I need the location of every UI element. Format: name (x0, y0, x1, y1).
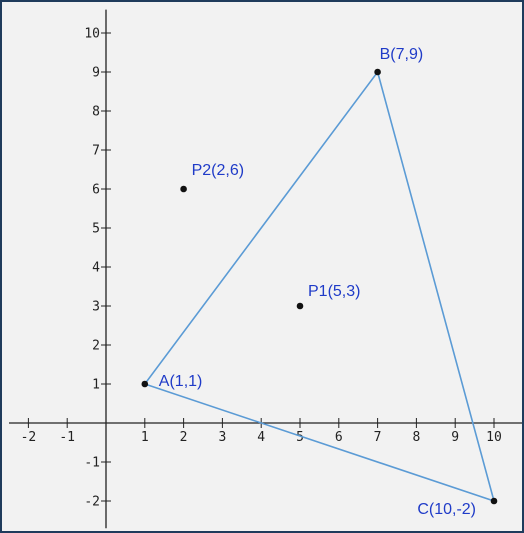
point-label: P1(5,3) (308, 283, 360, 300)
x-tick-label: 6 (335, 430, 343, 445)
y-tick-label: 7 (92, 144, 100, 159)
y-tick-label: -1 (84, 456, 100, 471)
triangle-edges (143, 70, 496, 503)
y-tick-label: 9 (92, 66, 100, 81)
x-tick-label: -1 (59, 430, 75, 445)
point-label: B(7,9) (380, 46, 424, 63)
point-marker (490, 497, 498, 505)
point-marker (374, 68, 381, 76)
y-tick-label: 4 (92, 261, 100, 276)
y-tick-label: -2 (84, 495, 100, 510)
y-tick-label: 8 (92, 105, 100, 120)
triangle-abc (143, 70, 496, 503)
x-tick-label: 1 (141, 430, 149, 445)
y-tick-label: 2 (92, 339, 100, 354)
point-label: C(10,-2) (417, 501, 476, 518)
point-label: A(1,1) (159, 373, 203, 390)
y-tick-label: 1 (92, 378, 100, 393)
y-tick-label: 3 (92, 300, 100, 315)
x-tick-label: 9 (451, 430, 459, 445)
x-tick-label: 8 (412, 430, 420, 445)
point-label: P2(2,6) (192, 162, 244, 179)
x-tick-label: -2 (21, 430, 37, 445)
axis-ticks: -2 -1 1 2 3 4 5 6 7 8 9 10 10 9 8 7 6 5 4 3 2 1 -1 -2 (21, 27, 502, 510)
y-tick-label: 6 (92, 183, 100, 198)
x-tick-label: 3 (218, 430, 226, 445)
x-tick-label: 4 (257, 430, 265, 445)
x-tick-label: 2 (180, 430, 188, 445)
x-tick-label: 7 (374, 430, 382, 445)
axes (9, 9, 522, 529)
x-tick-label: 10 (486, 430, 502, 445)
y-tick-label: 10 (84, 27, 100, 42)
point-marker (296, 302, 304, 310)
point-marker (141, 380, 149, 388)
y-tick-label: 5 (92, 222, 100, 237)
point-marker (180, 185, 187, 193)
x-tick-label: 5 (296, 430, 304, 445)
points: A(1,1) B(7,9) C(10,-2) P1(5,3) P2(2,6) (141, 46, 498, 518)
